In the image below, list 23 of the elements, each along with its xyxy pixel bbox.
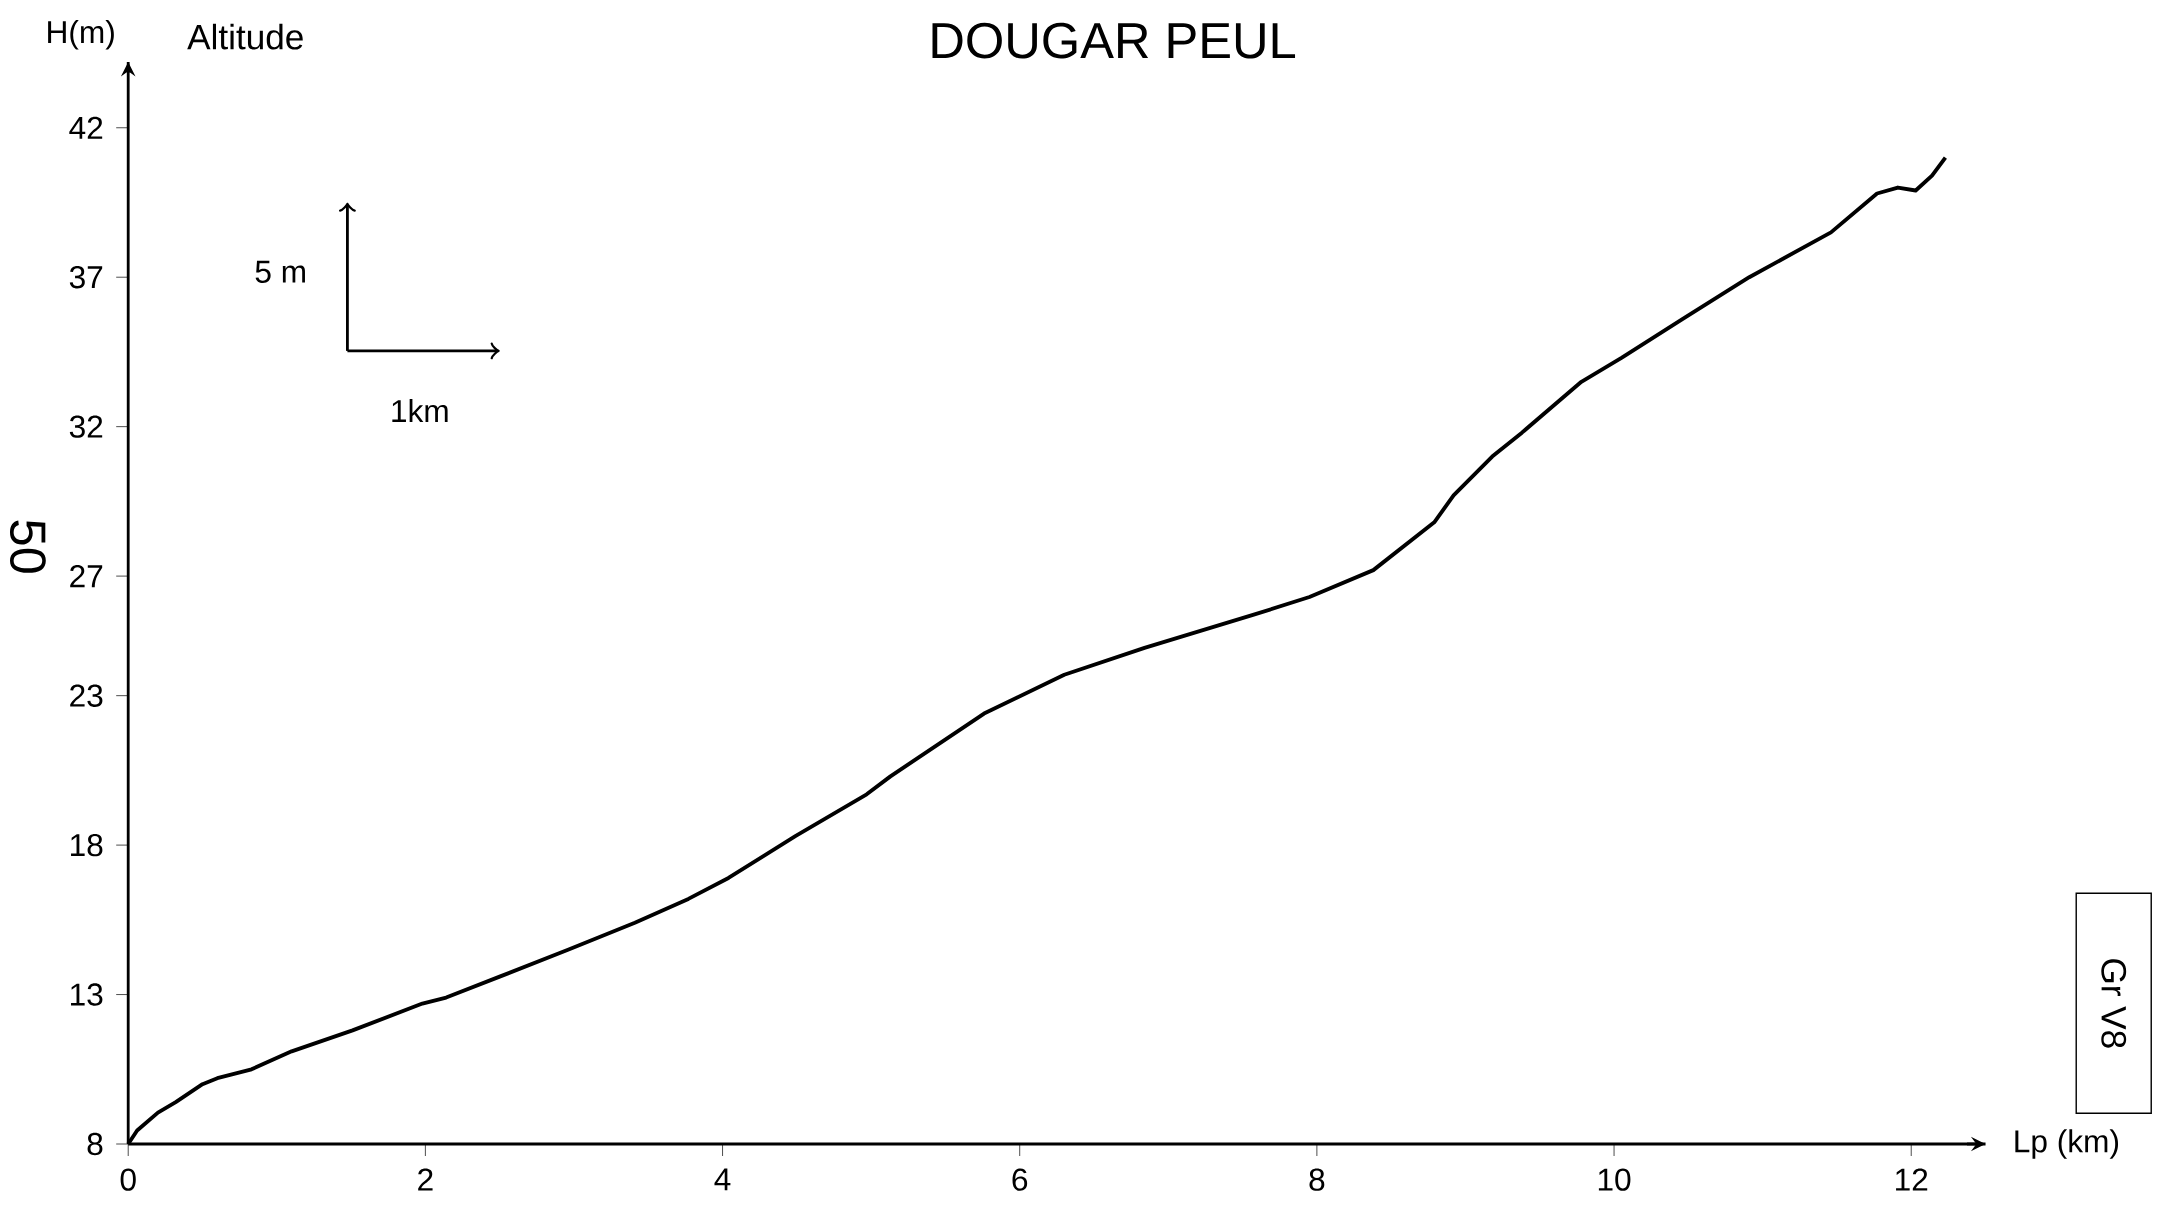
x-axis-title: Lp (km) (2015, 1129, 2119, 1159)
y-axis-title: H(m) (48, 20, 114, 50)
x-tick-label: 0 (120, 1168, 136, 1191)
y-tick-label: 18 (71, 833, 103, 857)
text: Gr V8 (2101, 959, 2127, 1048)
y-tick-label: 13 (71, 983, 103, 1006)
annotation: 5 m (255, 260, 305, 283)
x-tick-label: 6 (1012, 1168, 1028, 1191)
x-tick-label: 2 (418, 1168, 433, 1191)
text: Altitude (187, 23, 303, 50)
y-tick-label: 23 (70, 684, 103, 707)
x-tick-label: 10 (1598, 1168, 1631, 1191)
y-tick-label: 32 (69, 415, 103, 438)
text: 50 (9, 520, 46, 573)
x-tick-label: 4 (714, 1168, 731, 1191)
annotation: 1km (392, 399, 448, 422)
y-tick-label: 27 (70, 565, 103, 588)
x-tick-label: 8 (1309, 1168, 1325, 1191)
chart-title: DOUGAR PEUL (932, 22, 1296, 59)
y-tick-label: 42 (69, 116, 103, 139)
y-tick-label: 8 (87, 1132, 103, 1156)
x-tick-label: 12 (1896, 1168, 1928, 1191)
y-tick-label: 37 (69, 265, 103, 289)
